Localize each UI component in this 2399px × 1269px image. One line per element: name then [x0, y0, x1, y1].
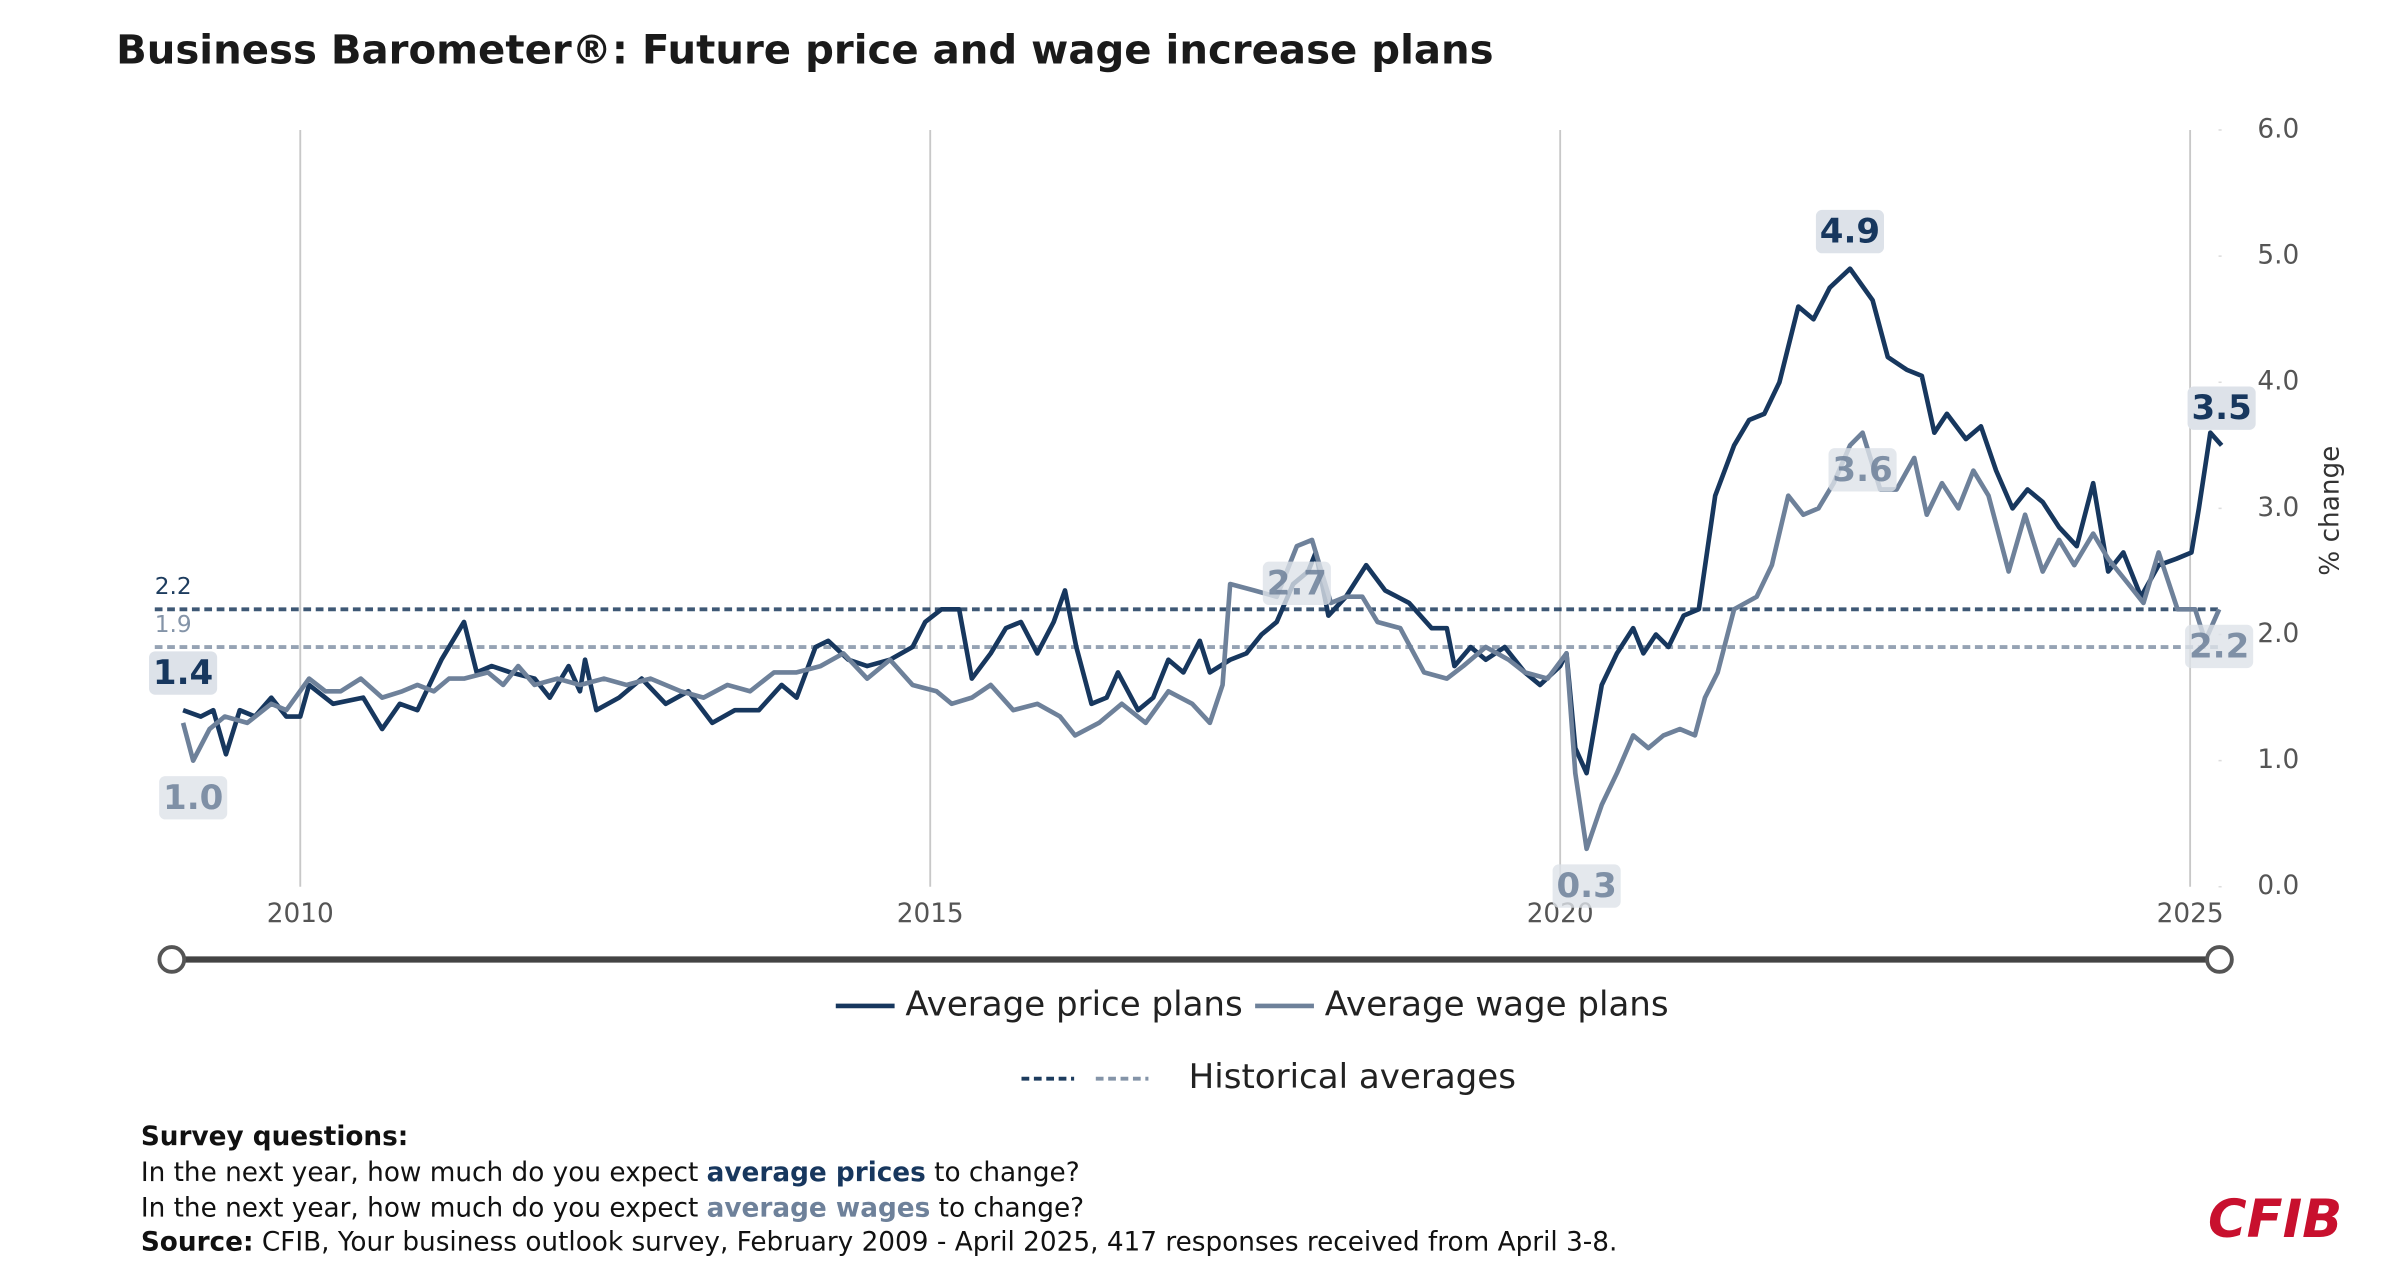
- source-label: Source:: [141, 1227, 254, 1257]
- range-slider[interactable]: [157, 945, 2234, 974]
- data-label: 2.7: [1267, 563, 1327, 603]
- source-text: CFIB, Your business outlook survey, Febr…: [253, 1227, 1617, 1257]
- question-line: In the next year, how much do you expect…: [141, 1158, 1080, 1188]
- legend-label[interactable]: Historical averages: [1189, 1057, 1516, 1097]
- historical-average-label: 1.9: [155, 611, 192, 638]
- series-line: [180, 430, 2222, 852]
- legend-item[interactable]: Average price plans: [835, 984, 1243, 1024]
- data-label: 4.9: [1820, 212, 1880, 252]
- data-label: 1.4: [153, 653, 213, 693]
- legend-item[interactable]: Historical averages: [1021, 1057, 1516, 1097]
- question-line: In the next year, how much do you expect…: [141, 1193, 1084, 1223]
- x-tick-label: 2010: [267, 899, 334, 929]
- plot-area: 2010 2015 2020 20250.01.02.03.04.05.06.02.2…: [149, 114, 2299, 929]
- question-emphasis: average prices: [707, 1158, 926, 1188]
- data-label-box: [149, 651, 218, 695]
- data-label-box: [1552, 864, 1621, 908]
- question-emphasis: average wages: [707, 1193, 931, 1223]
- data-label: 1.0: [163, 778, 223, 818]
- data-label: 2.2: [2189, 626, 2249, 666]
- legend-label[interactable]: Average wage plans: [1325, 984, 1669, 1024]
- notes-heading: Survey questions:: [141, 1122, 409, 1152]
- y-tick-label: 2.0: [2257, 619, 2299, 649]
- data-label-box: [1815, 209, 1885, 254]
- y-tick-label: 4.0: [2257, 367, 2299, 397]
- y-tick-label: 5.0: [2257, 241, 2299, 271]
- data-label: 3.6: [1832, 450, 1892, 490]
- data-label-box: [1828, 448, 1897, 492]
- y-tick-label: 0.0: [2257, 871, 2299, 901]
- y-tick-label: 3.0: [2257, 493, 2299, 523]
- data-label-box: [2187, 386, 2256, 430]
- data-label-box: [1262, 561, 1331, 606]
- legend-item[interactable]: Average wage plans: [1255, 984, 1669, 1024]
- chart-title: Business Barometer®: Future price and wa…: [116, 28, 1494, 74]
- slider-handle-right[interactable]: [2205, 945, 2234, 974]
- question-text: In the next year, how much do you expect: [141, 1158, 707, 1188]
- source-line: Source: CFIB, Your business outlook surv…: [141, 1227, 1618, 1257]
- x-tick-label: 2015: [897, 899, 964, 929]
- logo: CFIB: [2208, 1189, 2342, 1250]
- data-label-box: [159, 776, 228, 820]
- data-label: 3.5: [2191, 388, 2251, 428]
- question-text: In the next year, how much do you expect: [141, 1193, 707, 1223]
- question-text: to change?: [926, 1158, 1080, 1188]
- legend: Average price plans Average wage plans His…: [835, 984, 1669, 1097]
- slider-handle-left[interactable]: [157, 945, 187, 974]
- y-axis-title: % change: [2315, 446, 2345, 576]
- x-tick-label: 2025: [2157, 899, 2224, 929]
- series-line: [182, 266, 2224, 776]
- y-tick-label: 1.0: [2257, 745, 2299, 775]
- question-text: to change?: [930, 1193, 1084, 1223]
- y-tick-label: 6.0: [2257, 114, 2299, 144]
- data-label-box: [2185, 624, 2254, 669]
- data-label: 0.3: [1556, 866, 1616, 906]
- legend-label[interactable]: Average price plans: [905, 984, 1242, 1024]
- historical-average-label: 2.2: [155, 573, 192, 600]
